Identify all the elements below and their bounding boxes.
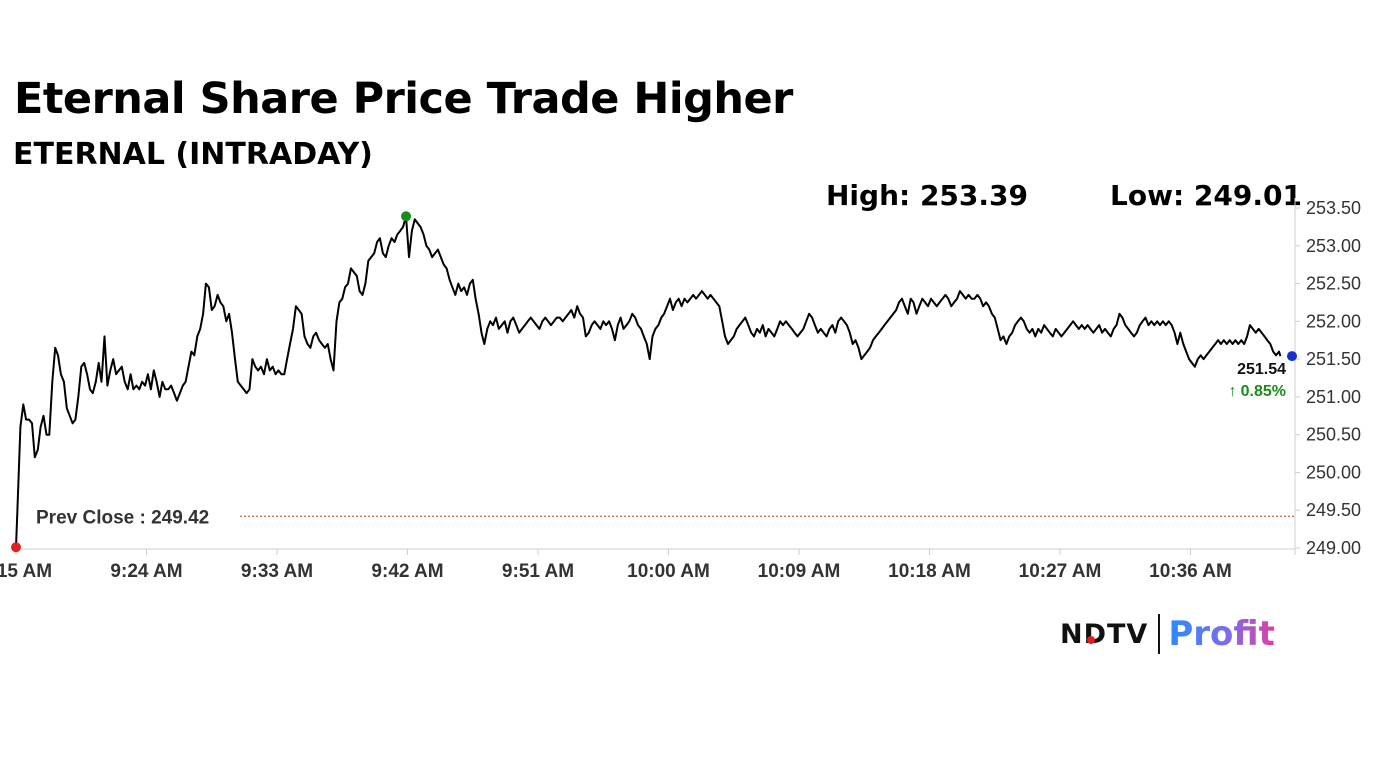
last-price-label: 251.54 <box>1237 361 1286 378</box>
y-tick-label: 251.00 <box>1306 387 1361 407</box>
ndtv-profit-logo: NDTV Profit <box>1060 611 1275 657</box>
x-tick-label: 9:42 AM <box>371 561 443 582</box>
page-title: Eternal Share Price Trade Higher <box>14 74 793 124</box>
x-tick-label: 10:00 AM <box>627 561 710 582</box>
y-tick-label: 249.00 <box>1306 538 1361 558</box>
y-tick-label: 251.50 <box>1306 349 1361 369</box>
y-tick-label: 253.50 <box>1306 198 1361 218</box>
y-tick-label: 250.00 <box>1306 462 1361 482</box>
reference-layer: Prev Close : 249.42 <box>36 507 1295 528</box>
y-tick-label: 252.50 <box>1306 274 1361 294</box>
x-tick-label: 10:09 AM <box>758 561 841 582</box>
x-tick-label: 10:36 AM <box>1149 561 1232 582</box>
high-stat: High: 253.39 <box>826 179 1029 212</box>
price-line <box>15 215 1282 548</box>
high-marker <box>401 211 412 222</box>
prev-close-label: Prev Close : 249.42 <box>36 507 209 528</box>
series-layer <box>15 215 1282 548</box>
low-stat: Low: 249.01 <box>1110 179 1302 212</box>
label-layer: 251.54↑ 0.85% <box>1229 361 1286 400</box>
change-label: ↑ 0.85% <box>1229 383 1286 400</box>
marker-layer <box>11 211 1297 553</box>
y-tick-label: 249.50 <box>1306 500 1361 520</box>
x-tick-label: 9:15 AM <box>0 561 52 582</box>
up-arrow-icon: ↑ <box>1229 383 1237 400</box>
logo-separator <box>1158 614 1161 654</box>
x-tick-label: 10:18 AM <box>888 561 971 582</box>
y-tick-label: 252.00 <box>1306 311 1361 331</box>
change-percent: 0.85% <box>1241 383 1286 400</box>
chart-subtitle: ETERNAL (INTRADAY) <box>13 137 373 172</box>
open-low-marker <box>11 542 21 553</box>
last-marker <box>1287 351 1297 362</box>
logo-dot-icon <box>1087 635 1095 644</box>
axes-layer: 253.50 253.00 252.50 252.00 251.50 251.00 250.… <box>0 198 1361 582</box>
x-tick-label: 9:24 AM <box>110 561 182 582</box>
y-tick-label: 250.50 <box>1306 425 1361 445</box>
logo-brand: NDTV <box>1060 619 1148 650</box>
logo-product: Profit <box>1168 614 1275 654</box>
y-tick-label: 253.00 <box>1306 236 1361 256</box>
x-tick-label: 9:33 AM <box>241 561 313 582</box>
x-tick-label: 10:27 AM <box>1019 561 1102 582</box>
logo-brand-text: NDTV <box>1060 618 1149 650</box>
x-tick-label: 9:51 AM <box>502 561 574 582</box>
